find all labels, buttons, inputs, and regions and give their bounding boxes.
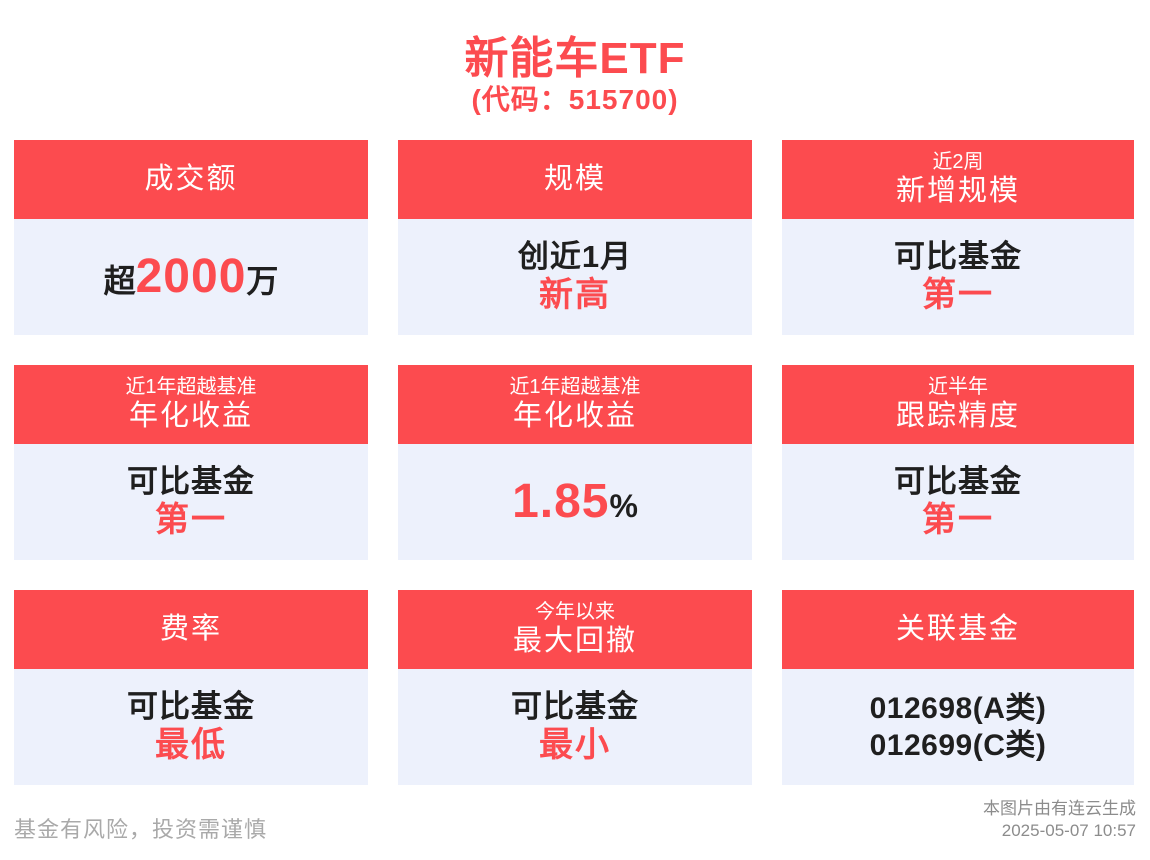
- generator-credit-line: 本图片由有连云生成: [983, 799, 1136, 818]
- generated-timestamp: 2025-05-07 10:57: [1001, 821, 1136, 841]
- stat-card-grid: 成交额 超 2000 万 规模 创近1月 新高 近2周: [14, 140, 1134, 785]
- card-header-label: 成交额: [144, 162, 238, 195]
- card-new-scale-header: 近2周 新增规模: [782, 140, 1134, 219]
- card-header-sublabel: 近2周: [932, 150, 984, 173]
- card-max-drawdown-header: 今年以来 最大回撤: [398, 590, 752, 669]
- stat-value: 2000: [135, 249, 247, 303]
- card-header-label: 年化收益: [512, 400, 637, 432]
- fund-code-c: 012699(C类): [869, 729, 1047, 762]
- card-linked-funds: 关联基金 012698(A类) 012699(C类): [782, 590, 1134, 785]
- stat-line2: 最低: [155, 726, 227, 765]
- card-turnover: 成交额 超 2000 万: [14, 140, 368, 335]
- card-header-label: 年化收益: [128, 400, 253, 432]
- risk-disclaimer: 基金有风险，投资需谨慎: [14, 817, 268, 842]
- card-header-label: 新增规模: [895, 175, 1020, 207]
- stat-suffix: %: [609, 487, 638, 524]
- card-new-scale-body: 可比基金 第一: [782, 219, 1134, 335]
- card-scale-header: 规模: [398, 140, 752, 219]
- card-header-label: 费率: [159, 612, 222, 645]
- card-excess-return-value-header: 近1年超越基准 年化收益: [398, 365, 752, 444]
- stat-line: 1.85 %: [512, 474, 638, 531]
- card-header-sublabel: 近半年: [928, 375, 988, 398]
- card-excess-return-rank-header: 近1年超越基准 年化收益: [14, 365, 368, 444]
- card-header-sublabel: 今年以来: [535, 600, 615, 623]
- card-max-drawdown-body: 可比基金 最小: [398, 669, 752, 785]
- card-header-label: 跟踪精度: [895, 400, 1020, 432]
- page-title: 新能车ETF: [464, 34, 686, 83]
- card-excess-return-rank-body: 可比基金 第一: [14, 444, 368, 560]
- card-turnover-body: 超 2000 万: [14, 219, 368, 335]
- card-linked-funds-header: 关联基金: [782, 590, 1134, 669]
- stat-line1: 创近1月: [517, 238, 633, 274]
- card-max-drawdown: 今年以来 最大回撤 可比基金 最小: [398, 590, 752, 785]
- card-scale-body: 创近1月 新高: [398, 219, 752, 335]
- card-header-sublabel: 近1年超越基准: [125, 375, 257, 398]
- stat-line1: 可比基金: [511, 688, 639, 724]
- card-linked-funds-body: 012698(A类) 012699(C类): [782, 669, 1134, 785]
- stat-line1: 可比基金: [127, 688, 255, 724]
- stat-line1: 可比基金: [894, 463, 1022, 499]
- card-tracking-precision: 近半年 跟踪精度 可比基金 第一: [782, 365, 1134, 560]
- card-tracking-precision-header: 近半年 跟踪精度: [782, 365, 1134, 444]
- card-scale: 规模 创近1月 新高: [398, 140, 752, 335]
- stat-line2: 第一: [155, 501, 227, 540]
- stat-line2: 最小: [539, 726, 611, 765]
- card-fee-rate: 费率 可比基金 最低: [14, 590, 368, 785]
- card-header-label: 最大回撤: [512, 625, 637, 657]
- card-fee-rate-header: 费率: [14, 590, 368, 669]
- fund-code-subtitle: (代码：515700): [471, 84, 679, 115]
- generator-credit: 本图片由有连云生成 2025-05-07 10:57: [983, 798, 1136, 843]
- stat-prefix: 超: [103, 262, 136, 299]
- stat-line2: 第一: [922, 501, 994, 540]
- stat-line2: 新高: [539, 276, 611, 315]
- card-fee-rate-body: 可比基金 最低: [14, 669, 368, 785]
- stat-value: 1.85: [512, 474, 610, 528]
- card-header-label: 关联基金: [895, 612, 1020, 645]
- stat-line: 超 2000 万: [104, 249, 279, 306]
- stat-line1: 可比基金: [894, 238, 1022, 274]
- fund-code-a: 012698(A类): [869, 691, 1047, 725]
- card-header-sublabel: 近1年超越基准: [509, 375, 641, 398]
- stat-suffix: 万: [246, 262, 279, 299]
- card-excess-return-rank: 近1年超越基准 年化收益 可比基金 第一: [14, 365, 368, 560]
- card-turnover-header: 成交额: [14, 140, 368, 219]
- card-header-label: 规模: [543, 162, 606, 195]
- card-excess-return-value-body: 1.85 %: [398, 444, 752, 560]
- stat-line1: 可比基金: [127, 463, 255, 499]
- card-excess-return-value: 近1年超越基准 年化收益 1.85 %: [398, 365, 752, 560]
- card-tracking-precision-body: 可比基金 第一: [782, 444, 1134, 560]
- stat-line2: 第一: [922, 276, 994, 315]
- card-new-scale: 近2周 新增规模 可比基金 第一: [782, 140, 1134, 335]
